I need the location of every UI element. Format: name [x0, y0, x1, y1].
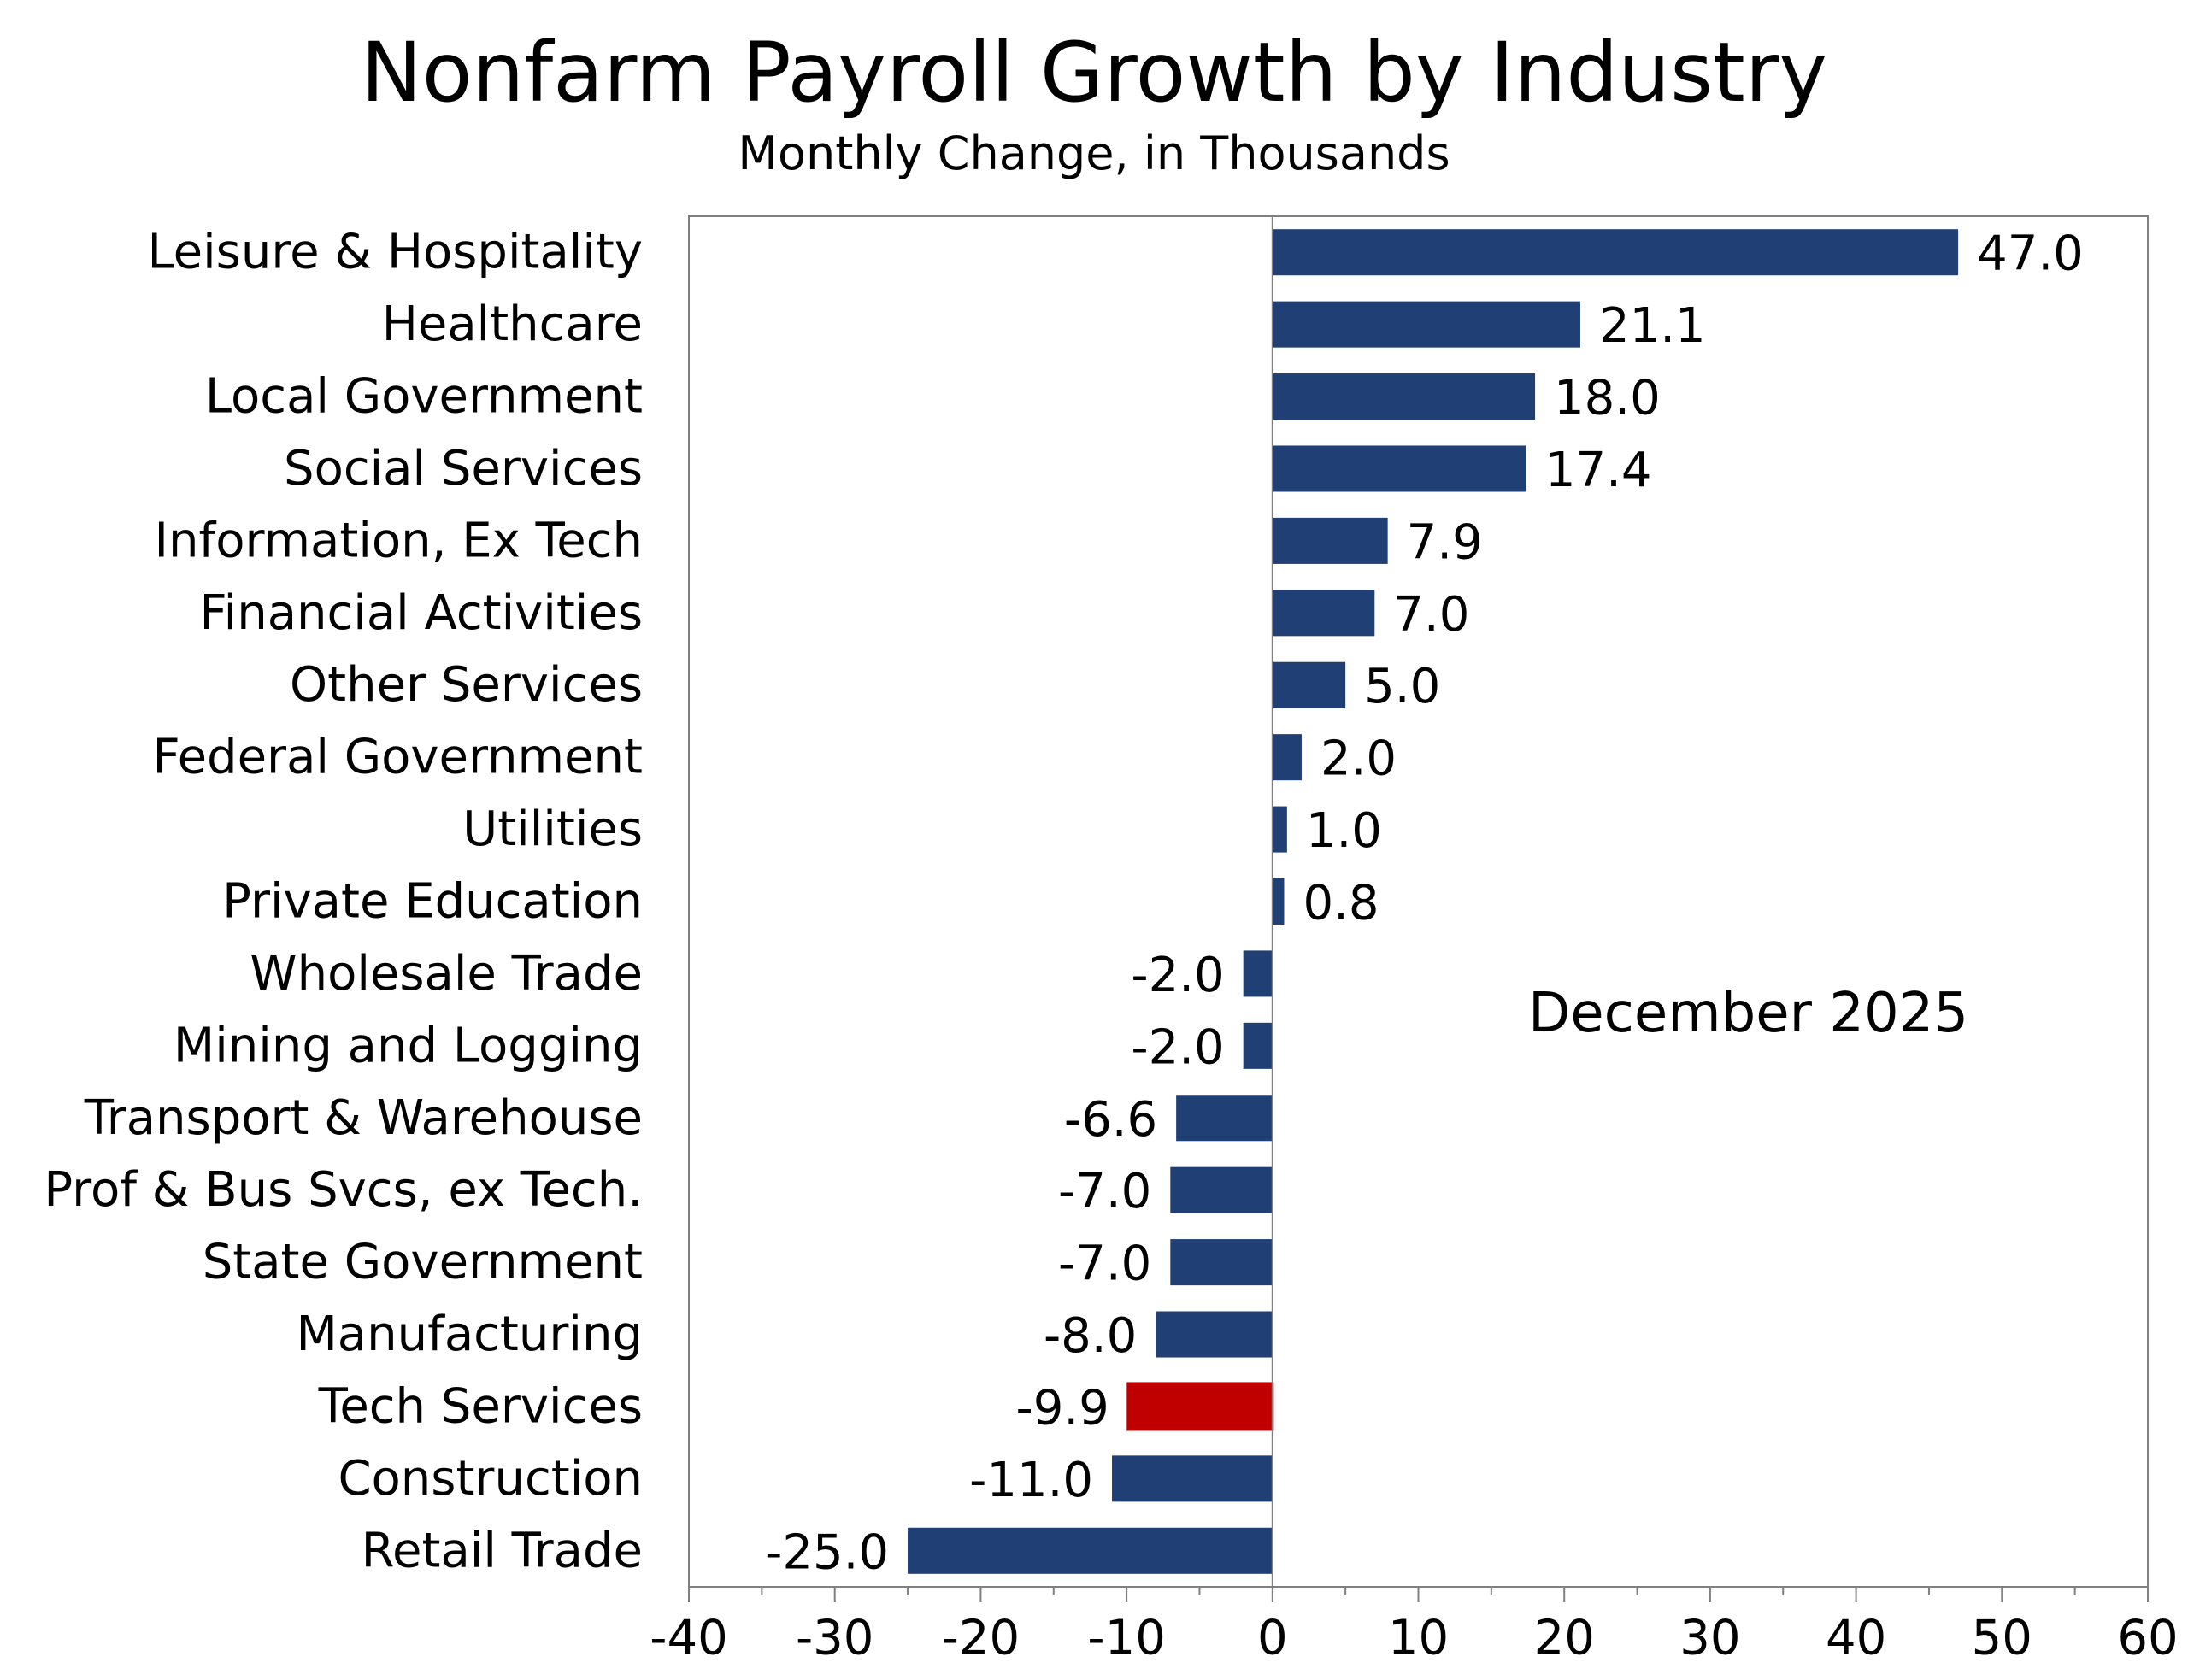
x-tick-label: 50 — [1972, 1611, 2032, 1666]
data-label: 2.0 — [1320, 731, 1397, 787]
data-label: -7.0 — [1058, 1164, 1151, 1219]
category-label: Tech Services — [318, 1378, 643, 1434]
category-label: Retail Trade — [362, 1523, 643, 1578]
data-label: 21.1 — [1599, 298, 1706, 354]
x-tick-label: 10 — [1388, 1611, 1449, 1666]
x-tick-label: -20 — [942, 1611, 1020, 1666]
data-label: 7.0 — [1393, 587, 1469, 643]
data-label: -8.0 — [1044, 1308, 1137, 1364]
category-label: Financial Activities — [200, 585, 644, 641]
bar-other-services — [1272, 661, 1346, 708]
x-tick-label: -40 — [650, 1611, 727, 1666]
data-label: -2.0 — [1131, 948, 1224, 1003]
bar-leisure-hospitality — [1272, 229, 1959, 276]
bar-tech-services — [1126, 1382, 1274, 1431]
labels-layer: Leisure & Hospitality 47.0 Healthcare 21.1 L… — [44, 225, 2083, 1581]
category-label: Construction — [338, 1451, 643, 1507]
bar-social-services — [1272, 445, 1526, 492]
x-tick-label: 60 — [2117, 1611, 2178, 1666]
bar-transport-warehouse — [1176, 1095, 1273, 1142]
data-label: -2.0 — [1131, 1019, 1224, 1075]
data-label: 17.4 — [1545, 443, 1652, 498]
bar-wholesale-trade — [1243, 950, 1273, 997]
category-label: Information, Ex Tech — [154, 513, 643, 568]
plot-area — [688, 215, 2149, 1588]
category-label: Leisure & Hospitality — [147, 225, 643, 280]
category-label: Social Services — [284, 441, 643, 496]
bar-information-ex-tech — [1272, 517, 1388, 564]
bar-manufacturing — [1156, 1311, 1273, 1358]
data-label: -9.9 — [1016, 1380, 1109, 1436]
data-label: 18.0 — [1554, 371, 1661, 426]
x-tick-label: -30 — [796, 1611, 873, 1666]
bar-state-government — [1170, 1239, 1273, 1286]
data-label: 5.0 — [1364, 659, 1440, 714]
bar-utilities — [1272, 806, 1287, 853]
data-label: -6.6 — [1064, 1092, 1157, 1148]
x-tick-label: 20 — [1534, 1611, 1595, 1666]
bar-healthcare — [1272, 301, 1580, 348]
bar-private-education — [1272, 878, 1285, 925]
x-tick-label: -10 — [1087, 1611, 1165, 1666]
bars-layer — [908, 229, 1959, 1574]
x-tick-label: 0 — [1257, 1611, 1288, 1666]
category-label: State Government — [203, 1235, 643, 1290]
data-label: -7.0 — [1058, 1237, 1151, 1292]
bar-mining-and-logging — [1243, 1022, 1273, 1069]
category-label: Wholesale Trade — [250, 946, 643, 1002]
chart-subtitle: Monthly Change, in Thousands — [738, 126, 1450, 180]
data-label: 0.8 — [1303, 876, 1379, 931]
bar-federal-government — [1272, 734, 1302, 781]
chart-annotation: December 2025 — [1528, 982, 1969, 1045]
bar-construction — [1112, 1455, 1273, 1502]
x-tick-label: 40 — [1826, 1611, 1886, 1666]
data-label: -11.0 — [969, 1453, 1093, 1508]
data-label: -25.0 — [765, 1524, 889, 1580]
category-label: Utilities — [462, 802, 643, 857]
x-tick-label: 30 — [1679, 1611, 1740, 1666]
category-label: Private Education — [222, 874, 643, 930]
category-label: Local Government — [205, 369, 643, 425]
chart-title: Nonfarm Payroll Growth by Industry — [360, 25, 1828, 120]
x-axis: -40 -30 -20 -10 0 10 20 30 40 50 60 — [650, 1587, 2179, 1666]
bar-retail-trade — [908, 1527, 1273, 1574]
bar-local-government — [1272, 373, 1536, 420]
category-label: Manufacturing — [296, 1307, 643, 1362]
data-label: 7.9 — [1407, 514, 1483, 570]
category-label: Transport & Warehouse — [84, 1090, 643, 1146]
category-label: Healthcare — [382, 297, 643, 352]
category-label: Federal Government — [152, 730, 643, 785]
bar-prof-bus-svcs-ex-tech — [1170, 1166, 1273, 1213]
category-label: Prof & Bus Svcs, ex Tech. — [44, 1162, 643, 1218]
data-label: 47.0 — [1977, 226, 2084, 282]
category-label: Other Services — [290, 657, 643, 713]
bar-financial-activities — [1272, 590, 1375, 637]
category-label: Mining and Logging — [174, 1018, 643, 1073]
data-label: 1.0 — [1306, 803, 1382, 859]
